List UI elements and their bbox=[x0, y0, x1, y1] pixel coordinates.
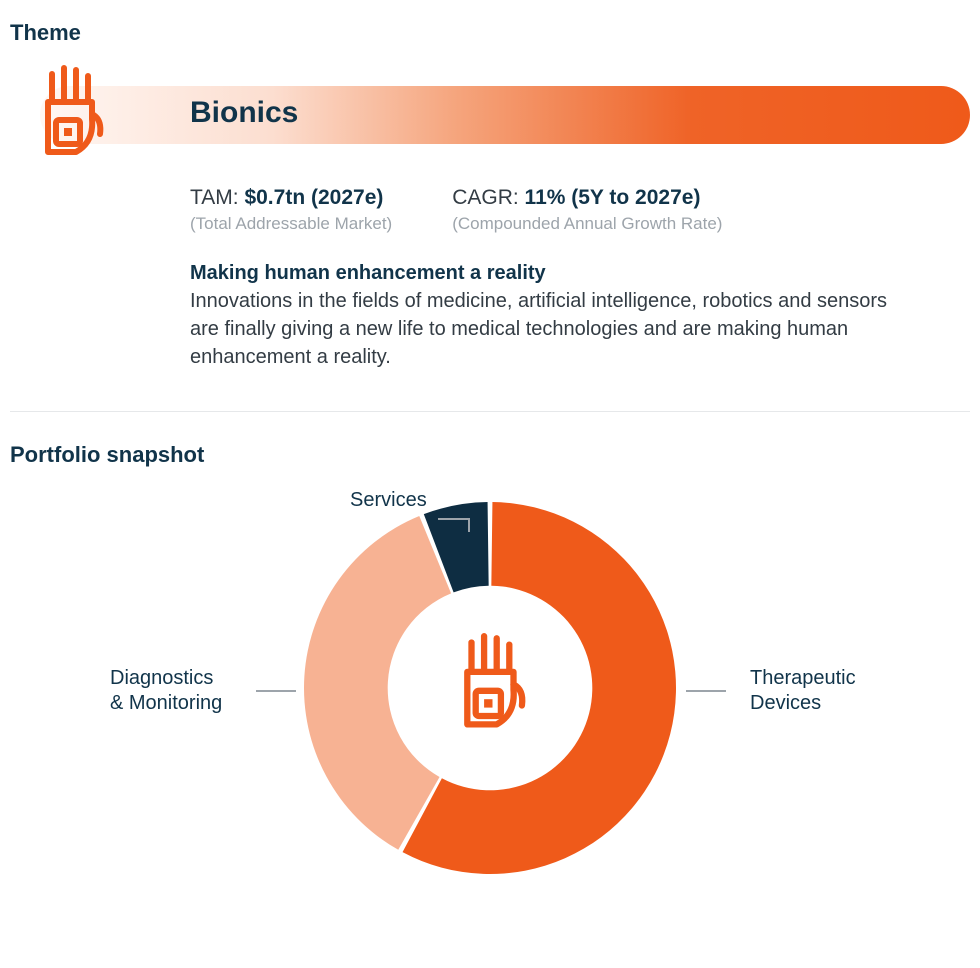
bionic-hand-icon bbox=[467, 636, 522, 724]
section-divider bbox=[10, 411, 970, 412]
metric-cagr-value: 11% (5Y to 2027e) bbox=[525, 186, 701, 209]
section-label-theme: Theme bbox=[10, 20, 970, 46]
metric-tam-subtext: (Total Addressable Market) bbox=[190, 214, 392, 234]
leader-therapeutic bbox=[686, 690, 726, 692]
donut-chart-container: Services Diagnostics& Monitoring Therape… bbox=[10, 488, 970, 968]
summary-body: Innovations in the fields of medicine, a… bbox=[190, 287, 910, 371]
slice-label-therapeutic: TherapeuticDevices bbox=[750, 666, 856, 716]
slice-label-diagnostics-text: Diagnostics& Monitoring bbox=[110, 667, 222, 714]
slice-label-diagnostics: Diagnostics& Monitoring bbox=[110, 666, 222, 716]
metric-tam-label: TAM: bbox=[190, 186, 244, 209]
metric-tam-value: $0.7tn (2027e) bbox=[244, 186, 383, 209]
theme-title: Bionics bbox=[190, 96, 298, 130]
metric-cagr-subtext: (Compounded Annual Growth Rate) bbox=[452, 214, 722, 234]
slice-label-therapeutic-text: TherapeuticDevices bbox=[750, 667, 856, 714]
summary-block: Making human enhancement a reality Innov… bbox=[190, 262, 910, 371]
bionic-hand-icon bbox=[22, 64, 122, 164]
leader-diagnostics bbox=[256, 690, 296, 692]
leader-services-h bbox=[438, 518, 468, 520]
summary-title: Making human enhancement a reality bbox=[190, 262, 910, 285]
donut-slice-1 bbox=[304, 516, 451, 850]
metric-tam: TAM: $0.7tn (2027e) (Total Addressable M… bbox=[190, 186, 392, 234]
section-label-snapshot: Portfolio snapshot bbox=[10, 442, 970, 468]
theme-bar-container: Bionics bbox=[10, 66, 970, 166]
theme-gradient-bar bbox=[40, 86, 970, 144]
slice-label-services: Services bbox=[350, 488, 427, 513]
donut-chart bbox=[300, 498, 680, 878]
metric-cagr-label: CAGR: bbox=[452, 186, 524, 209]
leader-services-v bbox=[468, 518, 470, 532]
metric-cagr: CAGR: 11% (5Y to 2027e) (Compounded Annu… bbox=[452, 186, 722, 234]
metrics-row: TAM: $0.7tn (2027e) (Total Addressable M… bbox=[190, 186, 970, 234]
